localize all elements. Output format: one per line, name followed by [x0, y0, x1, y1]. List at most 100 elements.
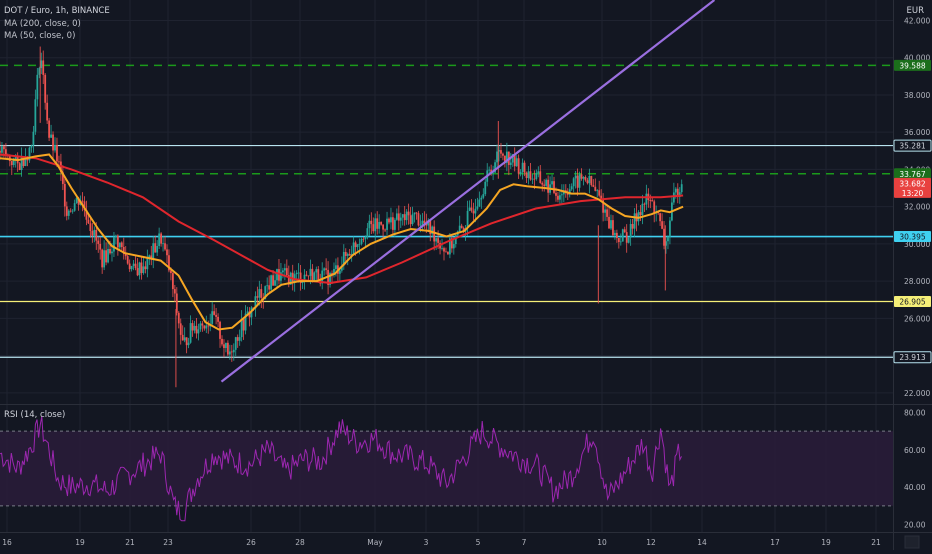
candle-body	[211, 311, 214, 324]
x-tick-label: 10	[597, 538, 607, 547]
trendline	[220, 0, 716, 383]
ma50-legend: MA (50, close, 0)	[4, 31, 76, 41]
candle-body	[615, 232, 618, 239]
candle-body	[513, 154, 516, 167]
candle-body	[87, 219, 90, 224]
rsi-legend: RSI (14, close)	[4, 410, 66, 420]
candle-body	[505, 151, 508, 163]
candle-body	[509, 162, 512, 165]
candle-body	[594, 186, 597, 191]
x-tick-label: 14	[697, 538, 707, 547]
candle-body	[610, 220, 612, 229]
candle-body	[643, 203, 646, 205]
price-tick-label: 40.000	[904, 54, 930, 63]
candle-body	[185, 337, 188, 346]
candle-body	[651, 200, 654, 202]
candle-body	[584, 177, 587, 181]
candle-body	[207, 325, 210, 327]
candle-body	[521, 162, 524, 172]
candle-body	[460, 225, 463, 229]
candle-body	[437, 238, 440, 243]
candle-body	[69, 210, 72, 212]
level-tag-yellow: 26.905	[899, 298, 925, 307]
candle-body	[448, 238, 451, 255]
candle-body	[384, 229, 386, 231]
candle-body	[338, 270, 341, 274]
candle-body	[309, 268, 312, 276]
candle-body	[38, 68, 41, 75]
candle-body	[661, 221, 663, 229]
candle-body	[494, 162, 496, 173]
candle-body	[103, 250, 106, 268]
candle-body	[187, 342, 190, 346]
candle-body	[484, 181, 487, 195]
candle-body	[197, 329, 200, 334]
candle-body	[166, 249, 168, 256]
candle-body	[295, 272, 298, 275]
candle-body	[641, 203, 644, 216]
candle-body	[148, 255, 151, 258]
candle-body	[364, 237, 367, 240]
candle-body	[458, 225, 461, 232]
candle-body	[578, 174, 581, 188]
current-price-countdown: 13:20	[902, 189, 924, 198]
level-tag-cyan: 30.395	[899, 233, 925, 242]
candle-body	[511, 154, 514, 163]
candle-body	[323, 268, 326, 271]
x-tick-label: 21	[125, 538, 135, 547]
candle-body	[4, 149, 7, 155]
candle-body	[517, 158, 520, 174]
candle-body	[232, 349, 235, 353]
current-price-tag: 33.682	[899, 179, 925, 188]
candle-body	[126, 256, 129, 264]
candle-body	[604, 209, 606, 213]
candle-body	[639, 212, 642, 216]
candle-body	[313, 272, 316, 281]
candle-body	[417, 213, 420, 226]
candle-body	[140, 262, 143, 274]
candle-body	[576, 175, 579, 188]
candle-body	[560, 194, 563, 196]
candle-body	[285, 268, 288, 276]
candle-body	[181, 334, 184, 341]
x-tick-label: 19	[821, 538, 831, 547]
candle-body	[376, 218, 379, 229]
candle-body	[395, 213, 398, 220]
candle-body	[105, 250, 107, 263]
candle-body	[533, 178, 536, 180]
candle-body	[674, 188, 677, 193]
candle-body	[73, 203, 76, 211]
candle-body	[42, 60, 45, 75]
level-tag-white-bg	[893, 139, 932, 152]
candle-body	[429, 220, 432, 235]
candle-body	[454, 235, 457, 245]
price-tick-label: 36.000	[904, 128, 930, 137]
candle-body	[311, 268, 314, 281]
level-tag-cyan-bg	[894, 231, 931, 243]
x-tick-label: 12	[646, 538, 656, 547]
candle-body	[340, 265, 343, 271]
candle-body	[219, 321, 221, 339]
candle-body	[91, 230, 94, 236]
price-tick-label: 38.000	[904, 91, 930, 100]
candle-body	[97, 240, 100, 244]
candle-body	[598, 190, 601, 196]
candle-body	[462, 228, 465, 232]
rsi-tick-label: 40.00	[904, 483, 926, 492]
candle-body	[221, 338, 223, 345]
candle-body	[665, 241, 667, 246]
candle-body	[523, 162, 526, 173]
candle-body	[297, 272, 300, 274]
candle-body	[264, 286, 267, 300]
candle-body	[83, 201, 86, 211]
candle-body	[539, 171, 542, 183]
candle-body	[445, 251, 447, 253]
candle-body	[156, 246, 159, 253]
candle-body	[40, 60, 43, 69]
candle-body	[58, 161, 60, 163]
candle-body	[109, 248, 111, 254]
candle-body	[472, 210, 475, 214]
price-tick-label: 32.000	[904, 203, 930, 212]
